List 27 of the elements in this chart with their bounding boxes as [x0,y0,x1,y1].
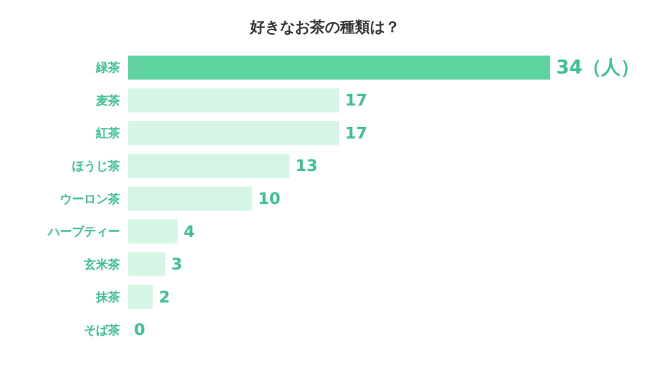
bar [128,121,339,146]
bar [128,154,290,178]
data-label: 17 [345,123,368,142]
y-tick-label: ハーブティー [47,224,120,239]
data-label: 34（人） [556,56,640,78]
y-tick-label: 玄米茶 [83,257,120,272]
bar [128,219,178,244]
data-label: 17 [345,90,368,110]
bar [128,88,339,112]
data-label: 13 [295,156,318,176]
data-label: 0 [134,320,146,340]
data-label: 3 [171,254,182,274]
data-label: 10 [258,189,280,208]
y-tick-label: 緑茶 [95,60,120,75]
bar [128,186,252,211]
bar [128,285,153,310]
data-label: 4 [184,222,195,241]
bar [128,56,550,80]
y-tick-label: 麦茶 [95,93,120,108]
bar [128,252,166,276]
chart-title: 好きなお茶の種類は？ [248,18,401,37]
y-tick-label: ウーロン茶 [60,192,120,206]
y-tick-label: 抹茶 [95,290,120,304]
y-tick-label: 紅茶 [95,126,120,140]
y-tick-label: そば茶 [84,322,120,337]
data-label: 2 [158,287,170,306]
y-tick-label: ほうじ茶 [72,158,120,173]
